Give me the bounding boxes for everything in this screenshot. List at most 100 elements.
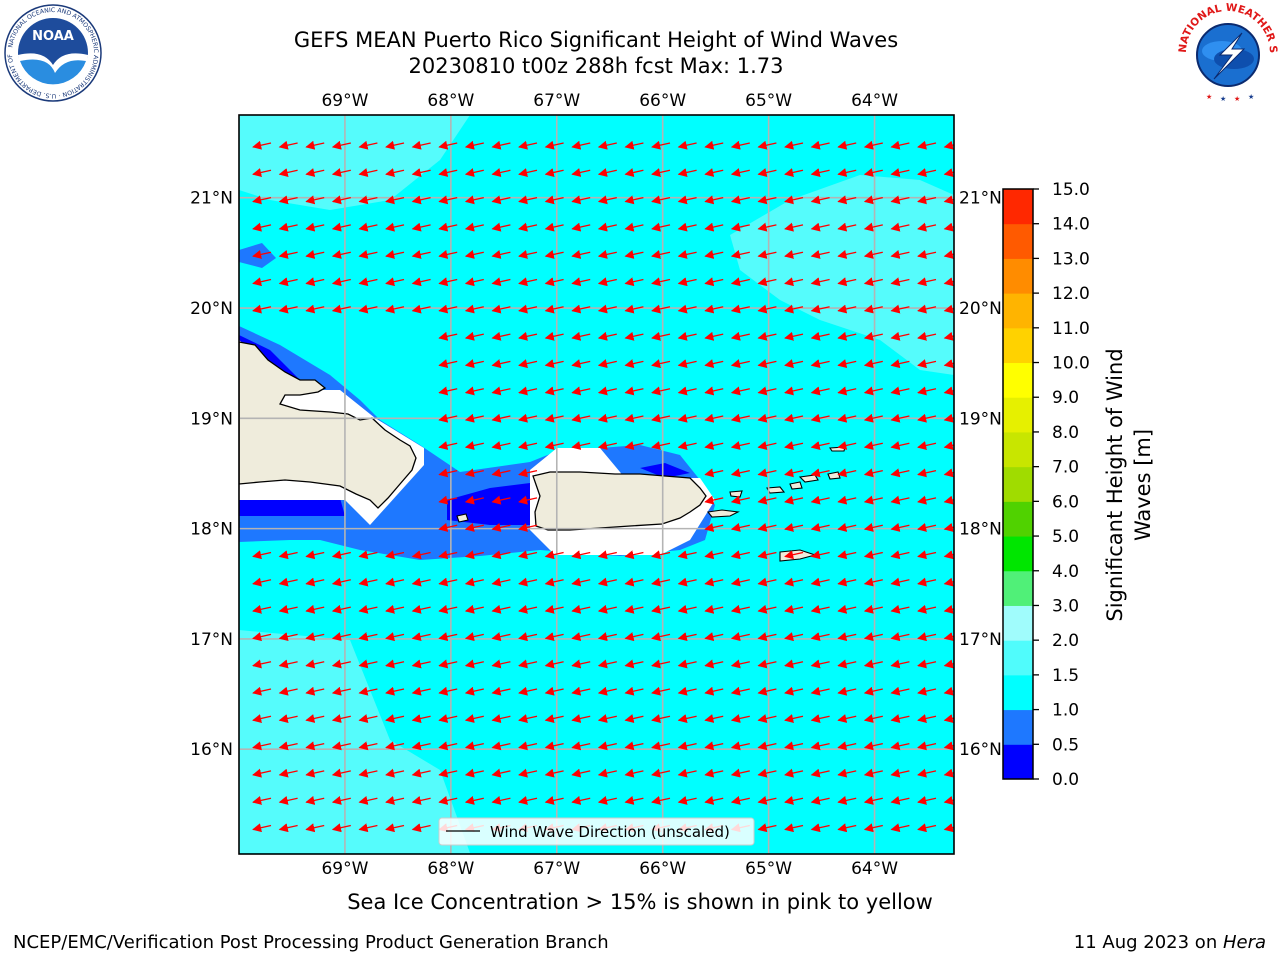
wind-wave-arrow (358, 577, 378, 587)
wind-wave-arrow (597, 659, 617, 669)
wind-wave-arrow (518, 304, 538, 314)
wind-wave-arrow (305, 686, 325, 696)
wind-wave-arrow (411, 823, 431, 833)
wind-wave-arrow (757, 714, 777, 723)
wind-wave-arrow (677, 249, 697, 259)
wind-wave-arrow (278, 168, 298, 177)
wind-wave-arrow (810, 659, 830, 669)
wind-wave-arrow (464, 386, 484, 396)
wind-wave-arrow (677, 140, 697, 150)
colorbar-segment (1003, 709, 1033, 745)
wind-wave-arrow (305, 304, 325, 314)
wind-wave-arrow (491, 550, 511, 560)
wind-wave-arrow (385, 550, 405, 560)
wind-wave-arrow (305, 823, 325, 833)
wind-wave-arrow (438, 468, 458, 478)
wind-wave-arrow (837, 659, 857, 669)
wind-wave-arrow (730, 550, 750, 560)
wind-wave-arrow (518, 714, 538, 723)
sea-ice-caption: Sea Ice Concentration > 15% is shown in … (347, 890, 933, 914)
wind-wave-arrow (784, 195, 804, 205)
wind-wave-arrow (837, 768, 857, 778)
wind-wave-arrow (863, 441, 883, 450)
wind-wave-arrow (411, 222, 431, 232)
wind-wave-arrow (305, 222, 325, 232)
wind-wave-arrow (305, 550, 325, 560)
wind-wave-arrow (863, 413, 883, 423)
wind-wave-arrow (917, 522, 937, 532)
wind-wave-arrow (305, 249, 325, 259)
wind-wave-arrow (730, 304, 750, 314)
wind-wave-arrow (757, 468, 777, 478)
wind-wave-arrow (278, 795, 298, 805)
wind-wave-arrow (464, 550, 484, 560)
wind-wave-arrow (837, 686, 857, 696)
wind-wave-arrow (385, 222, 405, 232)
wind-wave-arrow (890, 195, 910, 205)
wind-wave-arrow (837, 168, 857, 177)
colorbar-tick-label: 15.0 (1052, 180, 1090, 200)
wind-wave-arrow (491, 604, 511, 614)
wind-wave-arrow (651, 277, 671, 287)
wind-wave-arrow (358, 604, 378, 614)
lon-tick-bottom: 65°W (745, 859, 792, 879)
wind-wave-arrow (358, 632, 378, 642)
wind-wave-arrow (438, 331, 458, 341)
wind-wave-arrow (624, 413, 644, 423)
wind-wave-arrow (810, 632, 830, 642)
wind-wave-arrow (331, 304, 351, 314)
wind-wave-arrow (385, 168, 405, 177)
wind-wave-arrow (438, 222, 458, 232)
wind-wave-arrow (358, 140, 378, 150)
wind-wave-arrow (810, 577, 830, 587)
wind-wave-arrow (252, 795, 272, 805)
wind-wave-arrow (784, 277, 804, 287)
wind-wave-arrow (863, 741, 883, 751)
wind-wave-arrow (624, 222, 644, 232)
wind-wave-arrow (597, 304, 617, 314)
wind-wave-arrow (491, 413, 511, 423)
colorbar-tick-label: 14.0 (1052, 215, 1090, 235)
wind-wave-arrow (518, 686, 538, 696)
longitude-labels-top: 69°W 68°W 67°W 66°W 65°W 64°W (321, 91, 898, 111)
wind-wave-arrow (863, 604, 883, 614)
wind-wave-arrow (890, 386, 910, 396)
wind-wave-arrow (571, 413, 591, 423)
wind-wave-arrow (464, 277, 484, 287)
wind-wave-arrow (331, 795, 351, 805)
wind-wave-arrow (544, 249, 564, 259)
wind-wave-arrow (837, 140, 857, 150)
wind-wave-arrow (704, 468, 724, 478)
wind-wave-arrow (730, 795, 750, 805)
wind-wave-arrow (704, 768, 724, 778)
wind-wave-arrow (863, 386, 883, 396)
wind-wave-arrow (411, 795, 431, 805)
wind-wave-arrow (704, 331, 724, 341)
wind-wave-arrow (358, 550, 378, 560)
wind-wave-arrow (624, 795, 644, 805)
wind-wave-arrow (677, 577, 697, 587)
wind-wave-arrow (464, 604, 484, 614)
wind-wave-arrow (544, 413, 564, 423)
wind-wave-arrow (331, 577, 351, 587)
lon-tick-top: 69°W (321, 91, 368, 111)
wind-wave-arrow (863, 714, 883, 723)
wind-wave-arrow (464, 577, 484, 587)
wind-wave-arrow (571, 140, 591, 150)
wind-wave-arrow (331, 140, 351, 150)
wind-wave-arrow (438, 741, 458, 751)
wind-wave-arrow (677, 604, 697, 614)
wind-wave-arrow (305, 604, 325, 614)
wind-wave-arrow (278, 823, 298, 833)
wind-wave-arrow (464, 468, 484, 478)
wind-wave-arrow (624, 741, 644, 751)
chart-title: GEFS MEAN Puerto Rico Significant Height… (293, 28, 899, 52)
lat-tick-right: 16°N (959, 740, 1002, 760)
wind-wave-arrow (385, 741, 405, 751)
wind-wave-arrow (438, 550, 458, 560)
wind-wave-arrow (784, 714, 804, 723)
wind-wave-arrow (331, 222, 351, 232)
wind-wave-arrow (597, 441, 617, 450)
wind-wave-arrow (491, 495, 511, 505)
wind-wave-arrow (544, 768, 564, 778)
